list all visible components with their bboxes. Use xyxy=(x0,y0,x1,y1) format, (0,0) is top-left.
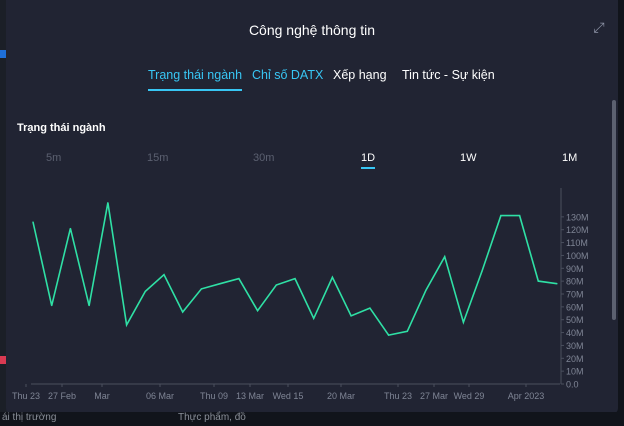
expand-icon[interactable]: ⤢ xyxy=(593,19,605,35)
background-marker-red xyxy=(0,356,6,364)
data-point xyxy=(556,283,558,285)
data-point xyxy=(444,256,446,258)
y-tick-label: 100M xyxy=(566,251,589,261)
data-point xyxy=(406,330,408,332)
y-tick-label: 40M xyxy=(566,328,584,338)
y-tick-label: 70M xyxy=(566,290,584,300)
y-tick-label: 30M xyxy=(566,341,584,351)
x-tick-label: Thu 09 xyxy=(200,391,228,401)
data-point xyxy=(107,202,109,204)
data-point xyxy=(69,227,72,230)
x-tick-label: 20 Mar xyxy=(327,391,355,401)
data-point xyxy=(88,304,90,307)
modal-dialog: Công nghệ thông tin ⤢ Trạng thái ngành C… xyxy=(6,0,618,414)
data-point xyxy=(32,221,34,223)
x-tick-label: 27 Feb xyxy=(48,391,76,401)
data-point xyxy=(256,310,259,312)
y-tick-label: 110M xyxy=(566,238,588,248)
data-point xyxy=(200,288,203,290)
y-tick-label: 80M xyxy=(566,277,584,287)
data-point xyxy=(144,290,146,293)
tab-tin-tuc-su-kien[interactable]: Tin tức - Sự kiện xyxy=(402,68,495,82)
series-line xyxy=(32,202,558,336)
scrollbar[interactable] xyxy=(612,100,616,320)
x-tick-label: Thu 23 xyxy=(384,391,412,401)
data-point xyxy=(425,289,427,291)
x-tick-label: 06 Mar xyxy=(146,391,174,401)
data-point xyxy=(518,214,521,217)
data-point xyxy=(462,321,465,323)
line-chart[interactable]: 0.0 10M 20M 30M 40M 50M 60M 70M 80M 90M 100M 110M 12… xyxy=(6,180,618,414)
background-text-left: ái thị trường xyxy=(2,412,57,423)
data-point xyxy=(481,270,483,272)
data-point xyxy=(219,283,221,285)
tab-trang-thai-nganh[interactable]: Trạng thái ngành xyxy=(148,68,243,91)
y-tick-label: 90M xyxy=(566,264,584,274)
timeframe-1d[interactable]: 1D xyxy=(361,152,376,169)
data-point xyxy=(125,324,128,326)
data-point xyxy=(500,214,502,217)
x-tick-label: Apr 2023 xyxy=(508,391,545,401)
data-point xyxy=(51,304,53,307)
data-point xyxy=(238,277,240,280)
background-marker-blue xyxy=(0,50,6,58)
section-title: Trạng thái ngành xyxy=(17,122,106,134)
y-tick-label: 0.0 xyxy=(566,380,579,390)
data-point xyxy=(294,277,296,280)
y-tick-label: 10M xyxy=(566,367,584,377)
background-sidebar xyxy=(0,0,8,426)
modal-title: Công nghệ thông tin xyxy=(248,22,376,38)
x-tick-label: 13 Mar xyxy=(236,391,264,401)
x-tick-label: Wed 29 xyxy=(454,391,485,401)
x-tick-label: Wed 15 xyxy=(273,391,304,401)
tab-xep-hang[interactable]: Xếp hạng xyxy=(333,68,387,82)
background-bottom-bar: ái thị trường Thực phẩm, đồ xyxy=(0,412,624,426)
y-tick-label: 130M xyxy=(566,212,589,222)
tab-chi-so-datx[interactable]: Chỉ số DATX xyxy=(252,68,324,82)
y-tick-label: 120M xyxy=(566,225,589,235)
timeframe-5m[interactable]: 5m xyxy=(46,152,62,164)
data-point xyxy=(331,276,334,278)
data-point xyxy=(369,307,371,309)
data-point xyxy=(275,284,277,286)
timeframe-1w[interactable]: 1W xyxy=(460,152,477,164)
x-tick-label: Mar xyxy=(94,391,110,401)
data-point xyxy=(182,311,184,313)
data-point xyxy=(350,315,352,317)
tab-bar: Trạng thái ngành Chỉ số DATX Xếp hạng Ti… xyxy=(6,68,618,92)
y-tick-label: 20M xyxy=(566,354,584,364)
data-point xyxy=(537,280,539,282)
background-text-center: Thực phẩm, đồ xyxy=(178,412,246,423)
y-tick-label: 60M xyxy=(566,302,584,312)
x-tick-label: Thu 23 xyxy=(12,391,40,401)
y-tick-label: 50M xyxy=(566,315,584,325)
x-tick-label: 27 Mar xyxy=(420,391,448,401)
data-point xyxy=(313,317,315,320)
data-point xyxy=(163,274,165,276)
timeframe-1m[interactable]: 1M xyxy=(562,152,578,164)
timeframe-15m[interactable]: 15m xyxy=(147,152,169,164)
timeframe-30m[interactable]: 30m xyxy=(253,152,275,164)
data-point xyxy=(387,334,390,336)
